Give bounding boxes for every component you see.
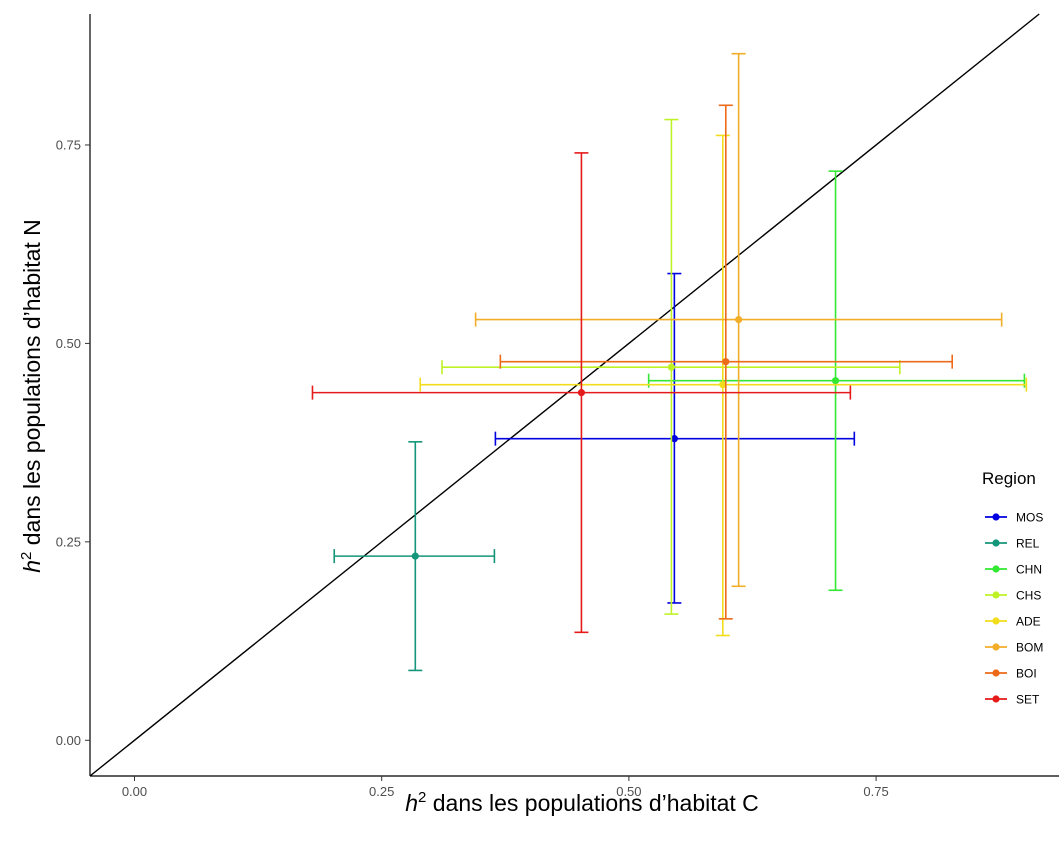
legend-label: BOM — [1016, 641, 1043, 655]
x-tick-label: 0.75 — [863, 784, 888, 799]
series-mos — [494, 272, 856, 604]
data-point — [411, 552, 419, 560]
legend-label: MOS — [1016, 511, 1043, 525]
legend-label: CHN — [1016, 563, 1042, 577]
legend-item-ade: ADE — [985, 615, 1041, 629]
legend-label: SET — [1016, 693, 1040, 707]
legend-label: CHS — [1016, 589, 1041, 603]
y-tick-label: 0.75 — [56, 137, 81, 152]
legend-item-boi: BOI — [985, 667, 1037, 681]
plot-area — [89, 13, 1040, 777]
data-point — [667, 363, 676, 371]
legend-key-point — [992, 643, 1000, 651]
data-point — [735, 315, 743, 324]
axes — [89, 14, 1059, 777]
legend-label: ADE — [1016, 615, 1041, 629]
legend-item-rel: REL — [985, 537, 1040, 551]
y-axis-title: h2 dans les populations d’habitat N — [18, 219, 45, 573]
data-point — [719, 381, 727, 389]
legend-key-point — [992, 565, 1000, 573]
data-point — [722, 358, 730, 366]
legend-item-bom: BOM — [985, 641, 1043, 655]
series-chn — [647, 170, 1026, 592]
series-ade — [419, 134, 1028, 637]
x-tick-label: 0.00 — [122, 784, 147, 799]
series-set — [311, 152, 852, 634]
legend-key-point — [992, 513, 1000, 521]
legend-item-set: SET — [985, 693, 1040, 707]
legend-key-point — [992, 591, 1000, 599]
data-point — [670, 435, 678, 443]
legend-item-mos: MOS — [985, 511, 1043, 525]
legend-key-point — [992, 695, 1000, 703]
y-tick-label: 0.50 — [56, 336, 81, 351]
identity-line — [89, 13, 1040, 777]
legend-key-point — [992, 539, 1000, 547]
legend-key-point — [992, 617, 1000, 625]
y-tick-label: 0.25 — [56, 534, 81, 549]
y-tick-label: 0.00 — [56, 733, 81, 748]
legend-label: REL — [1016, 537, 1040, 551]
legend-item-chn: CHN — [985, 563, 1042, 577]
x-tick-label: 0.50 — [616, 784, 641, 799]
legend: Region MOS REL CHN CHS ADE BOM BOI SET — [982, 469, 1043, 707]
legend-title: Region — [982, 469, 1036, 488]
series-boi — [499, 104, 954, 620]
x-tick-label: 0.25 — [369, 784, 394, 799]
series-chs — [441, 118, 901, 615]
x-axis-title: h2 dans les populations d’habitat C — [405, 789, 759, 816]
legend-label: BOI — [1016, 667, 1037, 681]
data-point — [831, 377, 840, 385]
series-rel — [333, 441, 496, 672]
legend-key-point — [992, 669, 1000, 677]
series-bom — [474, 52, 1003, 588]
ticks: 0.00 0.25 0.50 0.75 0.00 0.25 0.50 0.75 — [56, 137, 889, 799]
legend-item-chs: CHS — [985, 589, 1041, 603]
data-point — [577, 389, 586, 397]
